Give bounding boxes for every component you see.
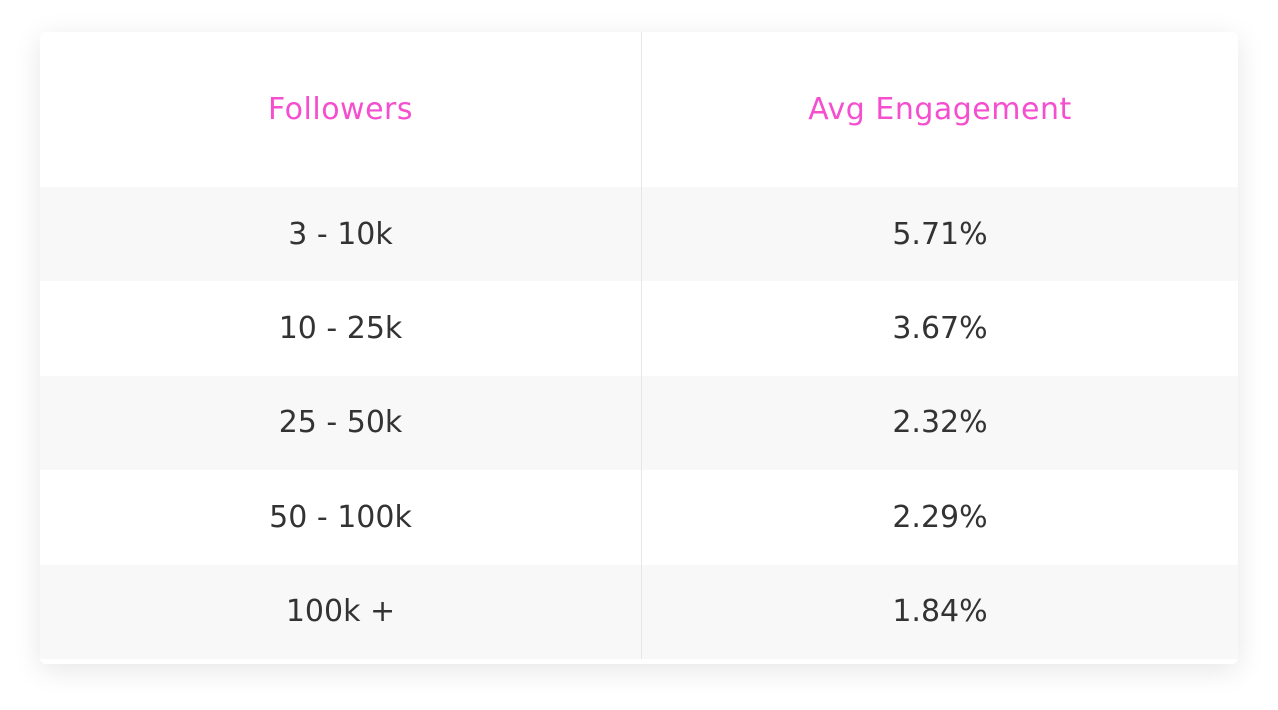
table-cell: 3.67% <box>892 311 988 347</box>
table-cell: 5.71% <box>892 216 988 252</box>
table-cell: 25 - 50k <box>40 375 642 471</box>
table-row: 25 - 50k 2.32% <box>40 375 1238 471</box>
table-cell: 50 - 100k <box>40 470 642 565</box>
table-row: 3 - 10k 5.71% <box>40 187 1238 282</box>
table-card: Followers Avg Engagement 3 - 10k 5.71% 10 - … <box>40 32 1238 664</box>
table-row: 50 - 100k 2.29% <box>40 470 1238 565</box>
header-cell: Avg Engagement <box>808 92 1072 127</box>
table-cell: 2.32% <box>892 405 988 441</box>
table-cell: 1.84% <box>892 594 988 630</box>
header-row: Followers Avg Engagement <box>40 32 1238 187</box>
header-cell: Followers <box>40 32 642 187</box>
table-cell: 100k + <box>40 564 642 659</box>
table-row: 100k + 1.84% <box>40 564 1238 659</box>
table-cell: 2.29% <box>892 499 988 535</box>
table-cell: 3 - 10k <box>40 187 642 282</box>
table-row: 10 - 25k 3.67% <box>40 281 1238 376</box>
table-cell: 10 - 25k <box>40 281 642 376</box>
